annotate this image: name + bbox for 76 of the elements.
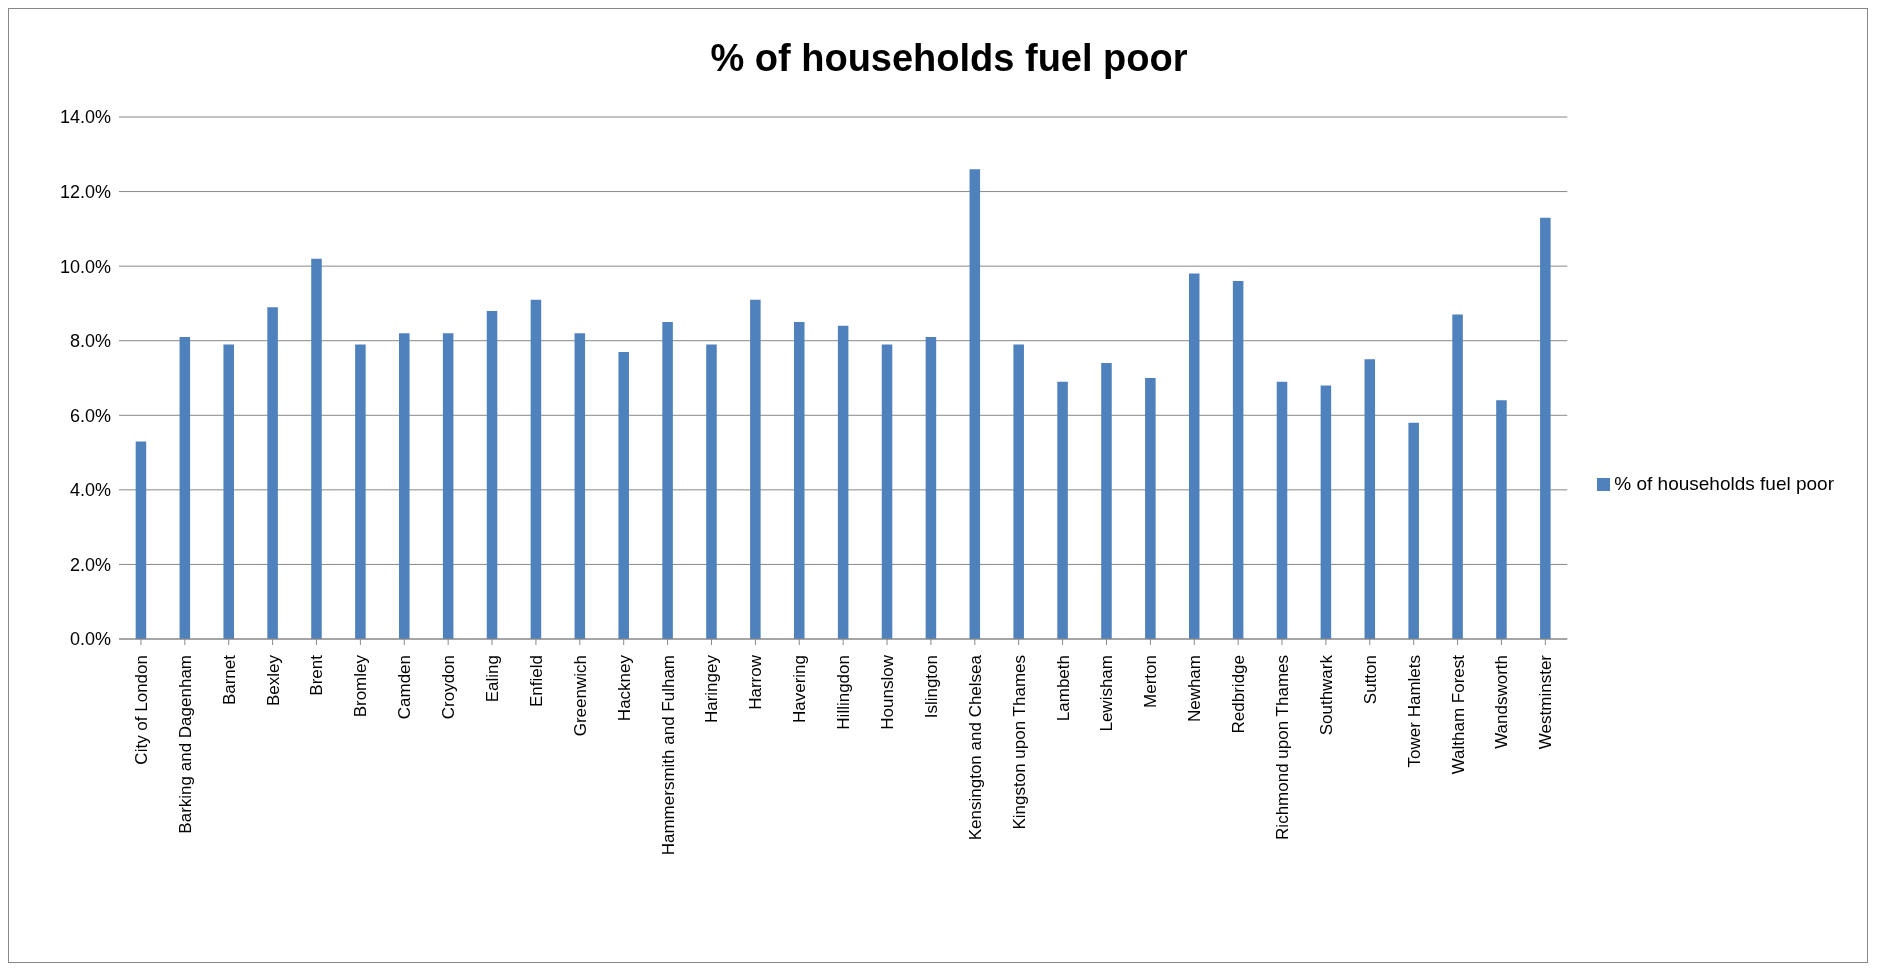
x-tick-label: City of London: [131, 655, 151, 765]
x-tick-label: Redbridge: [1229, 655, 1249, 734]
x-tick-label: Harrow: [746, 654, 766, 710]
bar: [355, 344, 366, 639]
y-tick-label: 8.0%: [69, 331, 111, 352]
x-tick-label: Bexley: [263, 654, 283, 707]
x-tick-label: Lewisham: [1097, 655, 1117, 732]
x-tick-label: Kingston upon Thames: [1009, 655, 1029, 830]
bar: [750, 299, 761, 639]
x-tick-label: Islington: [921, 655, 941, 719]
x-tick-label: Sutton: [1360, 655, 1380, 705]
bar: [223, 344, 234, 639]
x-tick-label: Croydon: [439, 655, 459, 720]
y-tick-label: 10.0%: [59, 256, 111, 277]
x-tick-label: Richmond upon Thames: [1273, 655, 1293, 840]
bar: [486, 310, 498, 639]
bar: [793, 322, 805, 639]
y-tick-label: 6.0%: [69, 405, 111, 426]
x-tick-label: Hounslow: [878, 654, 898, 730]
chart-title: % of households fuel poor: [709, 37, 1189, 80]
x-tick-label: Bromley: [351, 654, 371, 718]
y-tick-label: 4.0%: [69, 480, 111, 501]
bar: [442, 333, 454, 639]
bar: [706, 344, 717, 639]
bar: [1496, 400, 1507, 639]
bar: [530, 299, 542, 639]
bar: [881, 344, 893, 639]
x-tick-label: Newham: [1185, 655, 1205, 723]
x-tick-label: Waltham Forest: [1448, 654, 1468, 775]
x-tick-label: Brent: [307, 654, 327, 696]
bar: [1540, 217, 1551, 639]
bar: [1188, 273, 1200, 639]
x-tick-label: Barking and Dagenham: [175, 655, 195, 834]
x-tick-label: Wandsworth: [1492, 655, 1512, 749]
x-tick-label: Hillingdon: [834, 655, 854, 730]
x-tick-label: Barnet: [219, 654, 239, 706]
bar: [1452, 314, 1463, 639]
bar: [662, 322, 673, 639]
bar: [1276, 381, 1288, 639]
bar: [574, 333, 586, 639]
x-tick-label: Kensington and Chelsea: [965, 654, 985, 841]
x-tick-label: Merton: [1141, 655, 1161, 708]
x-tick-label: Hammersmith and Fulham: [658, 655, 678, 856]
x-tick-label: Hackney: [614, 654, 634, 722]
x-tick-label: Tower Hamlets: [1404, 655, 1424, 768]
bar: [618, 351, 629, 639]
x-tick-label: Havering: [790, 655, 810, 724]
bar: [399, 333, 410, 639]
bar: [969, 169, 981, 639]
bar: [135, 441, 147, 639]
x-tick-label: Greenwich: [570, 655, 590, 737]
bar: [1101, 363, 1112, 639]
y-tick-label: 0.0%: [69, 629, 111, 650]
bar: [1057, 381, 1068, 639]
bar: [1320, 385, 1332, 639]
bar: [1364, 359, 1376, 639]
bar: [1232, 281, 1244, 639]
bar: [179, 336, 191, 639]
bar: [1145, 378, 1156, 639]
x-tick-label: Enfield: [526, 655, 546, 707]
bar: [837, 325, 849, 639]
y-tick-label: 2.0%: [69, 554, 111, 575]
x-tick-label: Westminster: [1536, 654, 1556, 750]
y-tick-label: 14.0%: [59, 107, 111, 128]
x-tick-label: Ealing: [483, 655, 503, 703]
x-tick-label: Southwark: [1316, 654, 1336, 736]
x-tick-label: Haringey: [702, 654, 722, 724]
x-tick-label: Lambeth: [1053, 655, 1073, 722]
bar: [267, 307, 278, 639]
legend-label: % of households fuel poor: [1614, 473, 1834, 494]
bar: [311, 258, 322, 639]
x-tick-label: Camden: [395, 655, 415, 720]
bar: [1013, 344, 1024, 639]
y-tick-label: 12.0%: [59, 181, 111, 202]
bar: [1408, 422, 1419, 639]
bar: [925, 336, 937, 639]
